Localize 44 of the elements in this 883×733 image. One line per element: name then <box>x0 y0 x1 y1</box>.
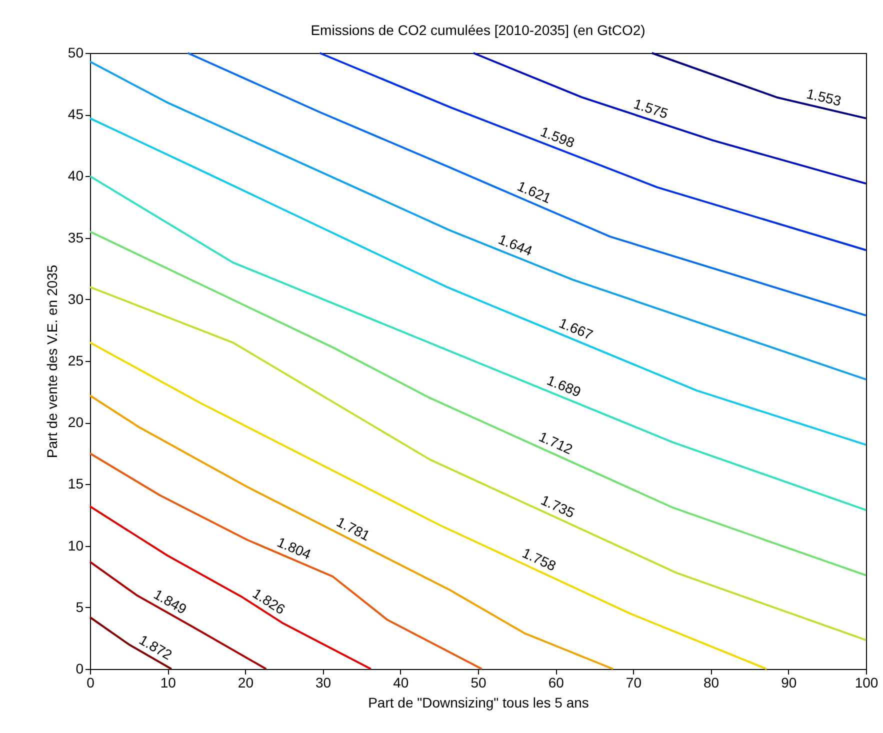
x-tick-label: 80 <box>704 674 720 690</box>
line-series <box>89 452 483 670</box>
y-tick-label: 10 <box>68 537 84 554</box>
y-tick-label: 5 <box>76 598 84 615</box>
line-series <box>89 230 867 576</box>
text: 1.804 <box>274 534 314 562</box>
y-tick-label: 25 <box>68 352 84 368</box>
x-tick-label: 0 <box>86 674 95 690</box>
text: 1.849 <box>151 586 190 618</box>
line-series <box>89 394 614 670</box>
y-tick-label: 35 <box>68 229 84 246</box>
x-tick-label: 90 <box>781 674 797 690</box>
text: 1.781 <box>334 514 373 544</box>
text: 1.575 <box>632 95 670 122</box>
text: 1.621 <box>515 178 554 206</box>
x-tick-label: 60 <box>548 674 564 690</box>
y-tick-label: 15 <box>68 476 84 492</box>
text: 1.689 <box>544 372 584 400</box>
y-tick-label: 20 <box>68 414 84 430</box>
text: 1.758 <box>520 544 559 574</box>
x-tick-label: 30 <box>316 674 332 690</box>
x-tick-label: 70 <box>626 674 642 690</box>
text: 1.667 <box>556 314 596 343</box>
y-tick-label: 30 <box>68 290 84 307</box>
x-tick-label: 50 <box>470 674 486 690</box>
x-tick-label: 10 <box>160 674 176 690</box>
x-tick-label: 20 <box>238 674 254 690</box>
chart-title: Emissions de CO2 cumulées [2010-2035] (en GtCO2) <box>310 22 646 38</box>
line-series <box>89 505 372 670</box>
text: 1.644 <box>496 230 535 259</box>
x-tick-label: 40 <box>393 674 409 690</box>
text: 1.735 <box>538 492 578 521</box>
text: 1.598 <box>538 123 578 151</box>
y-tick-label: 40 <box>68 168 84 184</box>
y-axis-title: Part de vente des V.E. en 2035 <box>44 264 60 458</box>
line-series <box>89 342 768 670</box>
text: 1.553 <box>805 85 843 109</box>
y-tick-label: 45 <box>68 106 84 122</box>
x-tick-label: 100 <box>854 674 878 690</box>
text: 1.712 <box>536 428 576 458</box>
y-tick-label: 0 <box>76 660 84 676</box>
y-tick-label: 50 <box>68 44 84 60</box>
x-axis-title: Part de "Downsizing" tous les 5 ans <box>368 694 589 710</box>
line-series <box>186 52 867 316</box>
